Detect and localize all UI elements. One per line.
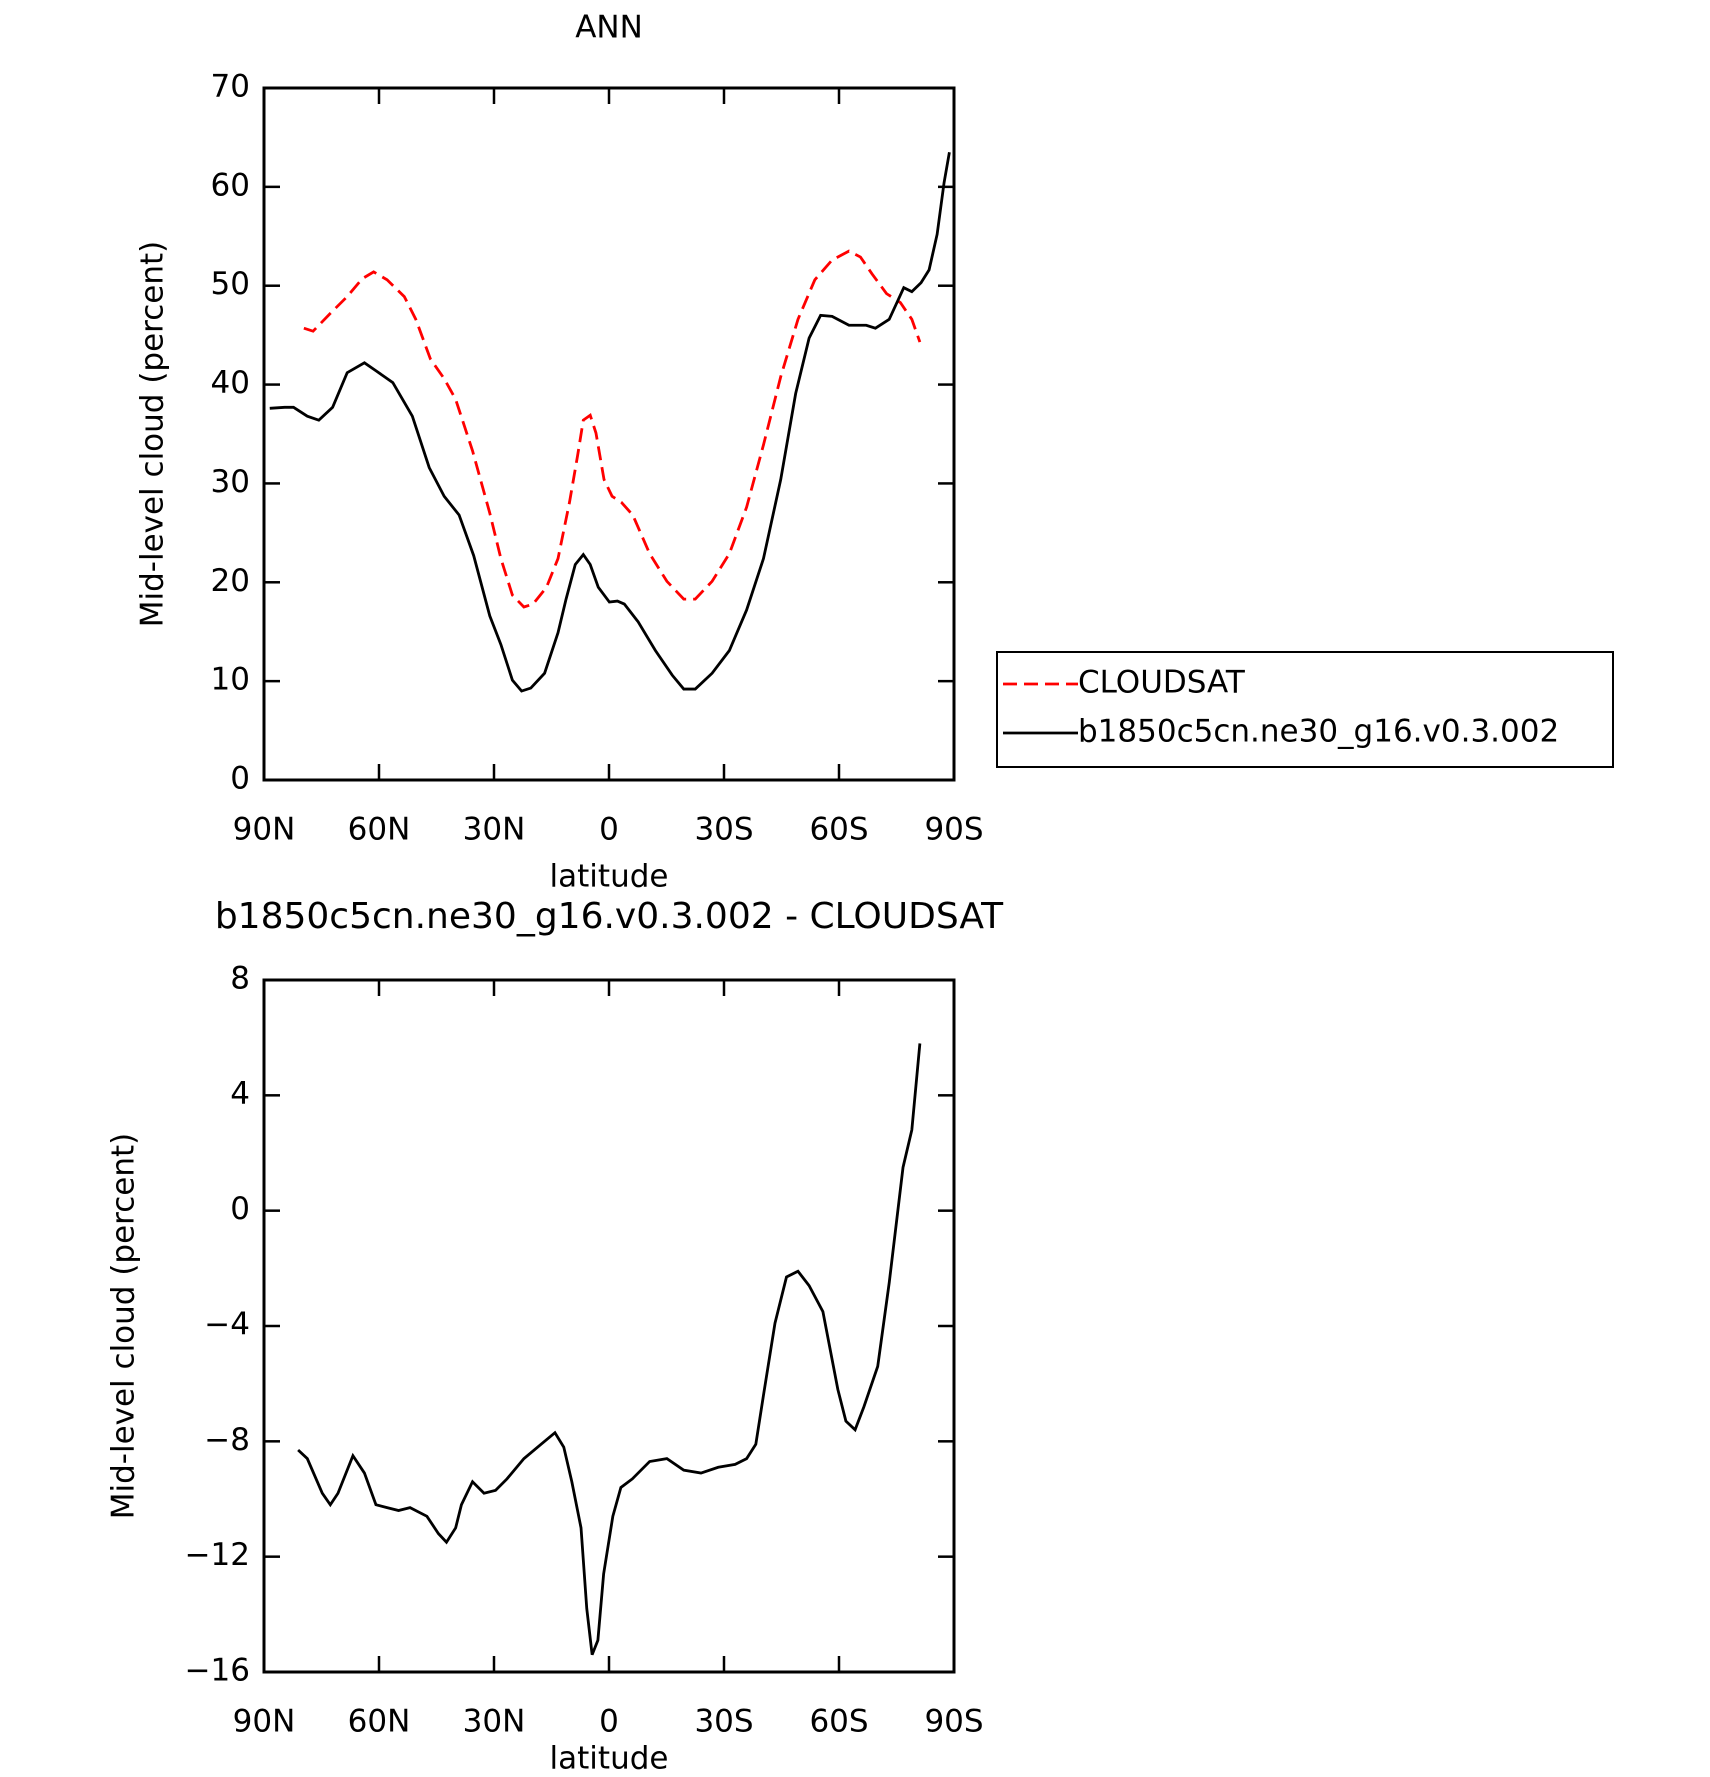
y-tick-label: 50: [211, 266, 250, 302]
x-tick-label: 90N: [233, 1704, 296, 1740]
x-tick-label: 30N: [463, 1704, 526, 1740]
x-tick-label: 90N: [233, 812, 296, 848]
y-tick-label: 20: [211, 563, 250, 599]
y-tick-label: 60: [211, 167, 250, 203]
x-axis-label: latitude: [550, 1741, 669, 1777]
chart-title: ANN: [575, 10, 643, 46]
x-tick-label: 30N: [463, 812, 526, 848]
data-line: [269, 152, 951, 693]
x-tick-label: 60S: [809, 812, 868, 848]
y-tick-label: −8: [204, 1422, 250, 1458]
legend-label: CLOUDSAT: [1078, 665, 1246, 701]
data-line: [297, 1043, 922, 1656]
x-tick-label: 0: [599, 812, 619, 848]
legend: CLOUDSAT b1850c5cn.ne30_g16.v0.3.002: [996, 651, 1614, 768]
plot-frame: [262, 86, 956, 782]
y-tick-label: 40: [211, 365, 250, 401]
legend-label: b1850c5cn.ne30_g16.v0.3.002: [1078, 714, 1559, 750]
x-tick-label: 60N: [348, 1704, 411, 1740]
x-tick-label: 60N: [348, 812, 411, 848]
x-tick-label: 0: [599, 1704, 619, 1740]
y-tick-label: 4: [230, 1076, 250, 1112]
y-axis-label: Mid-level cloud (percent): [106, 1133, 142, 1520]
y-tick-label: −12: [185, 1537, 250, 1573]
y-tick-label: 0: [230, 761, 250, 797]
x-tick-label: 30S: [694, 1704, 753, 1740]
y-tick-label: 10: [211, 662, 250, 698]
y-tick-label: −16: [185, 1653, 250, 1689]
y-tick-label: 70: [211, 69, 250, 105]
y-tick-label: 30: [211, 464, 250, 500]
x-tick-label: 90S: [924, 812, 983, 848]
x-tick-label: 30S: [694, 812, 753, 848]
legend-box: [996, 651, 1614, 768]
x-tick-label: 60S: [809, 1704, 868, 1740]
x-axis-label: latitude: [550, 859, 669, 895]
y-tick-label: 8: [230, 961, 250, 997]
data-line: [303, 249, 922, 609]
y-tick-label: 0: [230, 1191, 250, 1227]
x-tick-label: 90S: [924, 1704, 983, 1740]
plot-frame: [262, 978, 956, 1674]
y-axis-label: Mid-level cloud (percent): [135, 241, 171, 628]
y-tick-label: −4: [204, 1307, 250, 1343]
chart-title: b1850c5cn.ne30_g16.v0.3.002 - CLOUDSAT: [215, 896, 1004, 937]
